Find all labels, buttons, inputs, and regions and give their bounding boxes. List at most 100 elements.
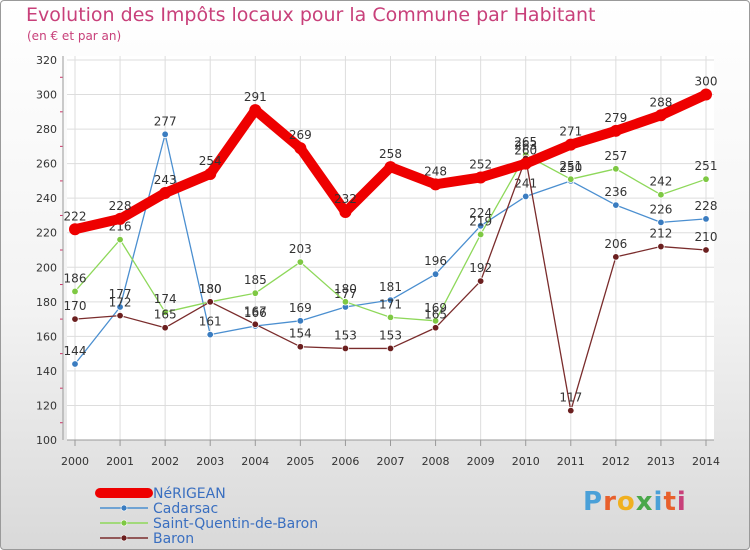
data-label: 165 [154, 308, 177, 322]
data-label: 251 [695, 159, 718, 173]
data-label: 206 [604, 237, 627, 251]
y-tick-label: 180 [36, 296, 57, 309]
data-label: 263 [514, 138, 537, 152]
data-label: 226 [649, 202, 672, 216]
data-label: 232 [334, 192, 357, 206]
y-tick-label: 200 [36, 261, 57, 274]
data-point [161, 324, 169, 332]
data-label: 288 [649, 95, 672, 109]
data-point [296, 317, 305, 325]
legend-marker [120, 519, 128, 527]
data-point [204, 168, 217, 180]
data-label: 177 [109, 287, 132, 301]
data-label: 171 [379, 297, 402, 311]
data-point [161, 308, 169, 316]
data-point [702, 175, 710, 183]
data-point [294, 142, 307, 155]
data-label: 250 [559, 161, 582, 175]
data-point [116, 235, 124, 244]
proxiti-logo: Proxiti [583, 487, 687, 517]
data-point [567, 406, 575, 415]
data-label: 172 [109, 296, 132, 310]
data-point [114, 212, 127, 225]
data-point [206, 298, 214, 306]
data-label: 251 [559, 159, 582, 173]
data-label: 167 [244, 304, 267, 318]
data-label: 279 [604, 111, 627, 125]
data-label: 144 [64, 344, 87, 358]
legend-label: Saint-Quentin-de-Baron [153, 516, 318, 532]
data-point [116, 311, 124, 320]
data-point [476, 230, 485, 239]
y-tick-label: 300 [36, 89, 57, 102]
data-point [431, 324, 440, 332]
x-tick-label: 2008 [422, 455, 450, 468]
data-label: 203 [289, 242, 312, 256]
x-tick-label: 2007 [377, 455, 405, 468]
data-label: 254 [199, 154, 222, 168]
data-label: 300 [695, 75, 718, 89]
data-label: 117 [559, 391, 582, 405]
data-point [206, 330, 214, 339]
data-label: 153 [334, 328, 357, 342]
data-point [702, 246, 710, 254]
data-point [564, 138, 577, 151]
x-tick-label: 2004 [241, 455, 269, 468]
data-point [476, 277, 485, 285]
data-label: 154 [289, 327, 312, 341]
data-label: 166 [244, 306, 267, 320]
data-point [341, 298, 350, 306]
data-label: 224 [469, 206, 492, 220]
data-point [386, 344, 395, 353]
data-label: 169 [289, 301, 312, 315]
data-point [612, 165, 620, 173]
data-label: 180 [334, 282, 357, 296]
y-tick-label: 240 [36, 192, 57, 205]
data-point [567, 175, 575, 183]
y-tick-label: 140 [36, 365, 57, 378]
legend-marker [120, 504, 128, 512]
data-label: 169 [424, 301, 447, 315]
data-label: 180 [199, 282, 222, 296]
data-point [339, 206, 352, 218]
data-point [159, 187, 172, 199]
data-point [612, 253, 620, 261]
legend-label: Cadarsac [153, 501, 218, 517]
data-point [71, 360, 79, 368]
data-label: 192 [469, 261, 492, 275]
data-label: 165 [424, 308, 447, 322]
x-tick-label: 2010 [512, 455, 540, 468]
data-label: 196 [424, 254, 447, 268]
data-label: 222 [64, 209, 87, 223]
legend-label: NéRIGEAN [153, 486, 226, 502]
data-point [161, 130, 169, 138]
x-tick-label: 2009 [467, 455, 495, 468]
chart-subtitle: (en € et par an) [27, 29, 122, 43]
data-label: 228 [695, 199, 718, 213]
x-tick-label: 2014 [692, 455, 720, 468]
data-point [251, 289, 259, 297]
data-point [386, 296, 395, 304]
data-point [386, 313, 395, 322]
data-label: 271 [559, 125, 582, 139]
data-point [69, 223, 81, 236]
legend-marker [120, 534, 128, 542]
data-label: 291 [244, 90, 267, 104]
data-point [519, 157, 532, 170]
data-point [657, 191, 665, 199]
data-label: 265 [514, 135, 537, 149]
y-tick-label: 280 [36, 123, 57, 136]
data-label: 161 [199, 315, 222, 329]
data-label: 181 [379, 280, 402, 294]
x-tick-label: 2001 [106, 455, 134, 468]
data-point [341, 344, 350, 353]
data-point [654, 109, 667, 122]
data-label: 212 [649, 227, 672, 241]
x-tick-label: 2006 [331, 455, 359, 468]
x-tick-label: 2003 [196, 455, 224, 468]
data-label: 236 [604, 185, 627, 199]
data-label: 210 [695, 230, 718, 244]
y-tick-label: 220 [36, 227, 57, 240]
data-label: 269 [289, 128, 312, 142]
data-point [429, 178, 442, 191]
